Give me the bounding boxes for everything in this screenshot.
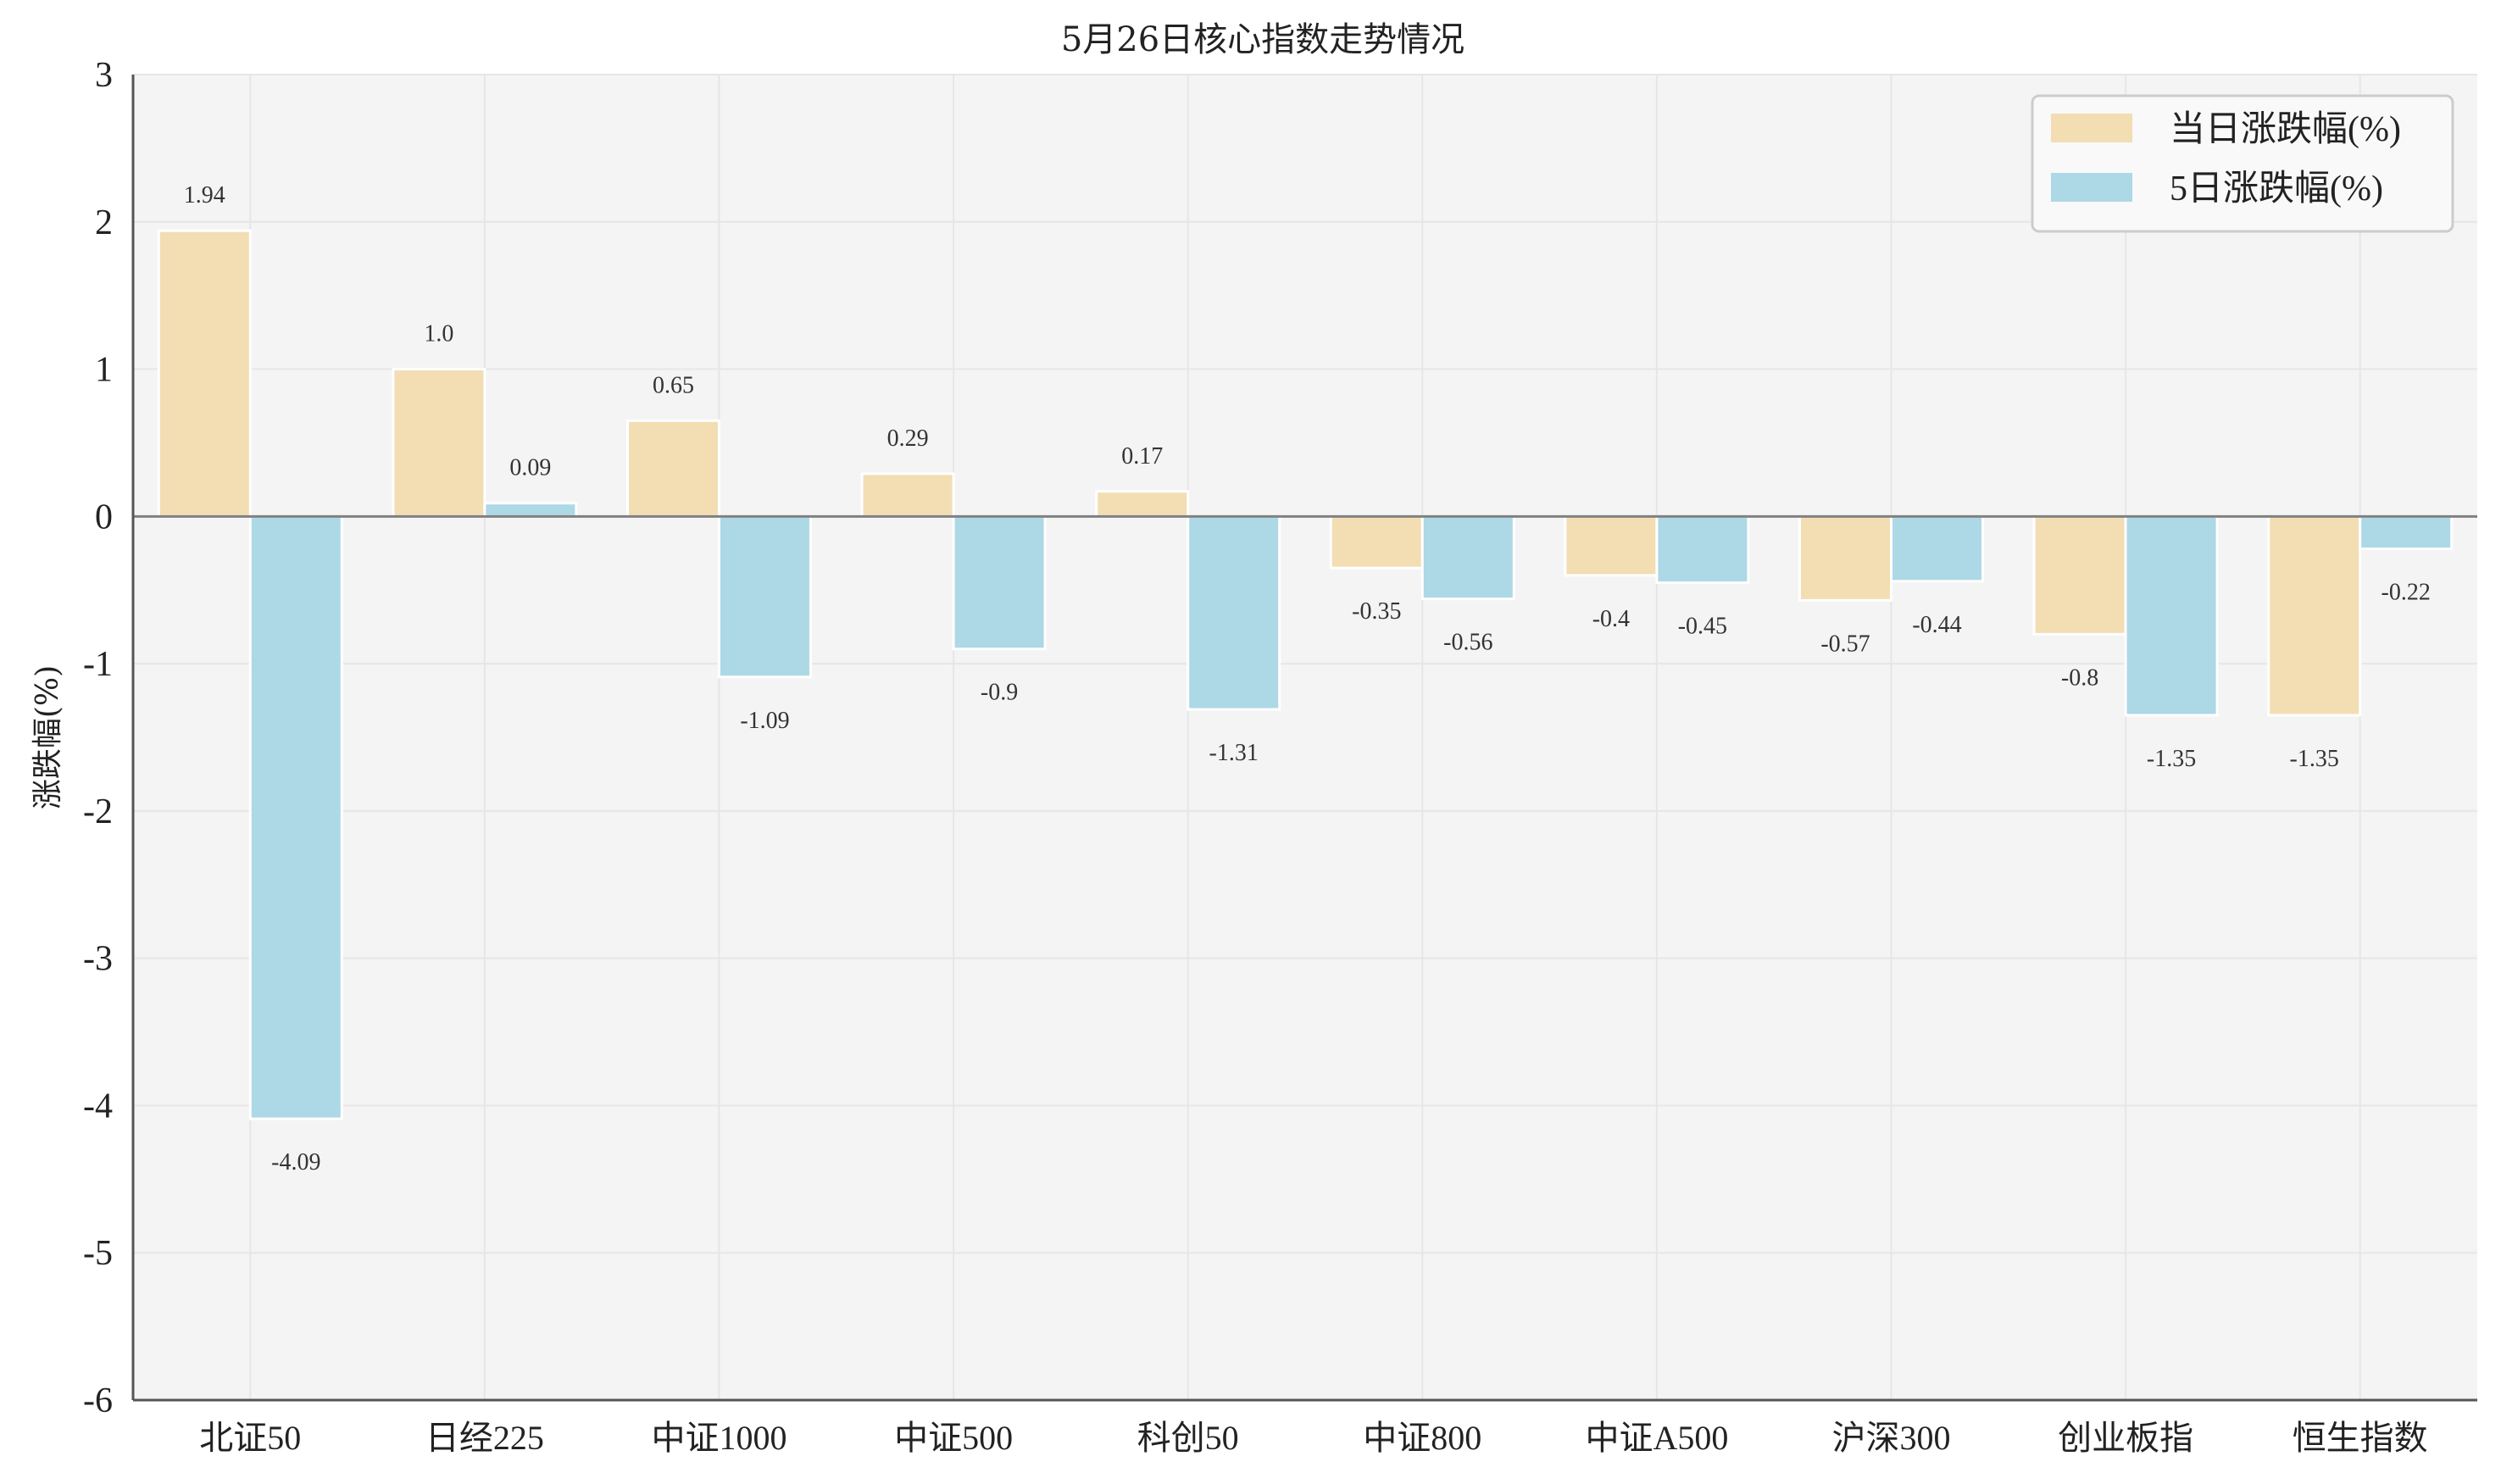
- legend-swatch-daily: [2051, 114, 2132, 142]
- data-label: 0.65: [653, 372, 694, 398]
- y-tick-label: -4: [83, 1087, 113, 1126]
- data-label: 0.17: [1121, 443, 1163, 470]
- data-label: -0.9: [981, 680, 1018, 706]
- data-label: 0.29: [887, 425, 929, 452]
- x-tick-label: 恒生指数: [2293, 1419, 2428, 1457]
- bar-daily: [860, 472, 955, 518]
- bar-daily: [157, 229, 252, 518]
- data-label: -0.56: [1443, 630, 1492, 656]
- bar-5day: [483, 502, 578, 518]
- x-tick-label: 北证50: [199, 1419, 301, 1457]
- x-tick-label: 创业板指: [2058, 1419, 2193, 1457]
- x-tick-label: 中证1000: [652, 1419, 787, 1457]
- bar-5day: [1890, 514, 1984, 583]
- bars: [157, 229, 2454, 1120]
- bar-daily: [2267, 514, 2362, 717]
- bar-5day: [2124, 514, 2219, 717]
- data-label: -4.09: [271, 1149, 320, 1176]
- bar-daily: [626, 419, 720, 518]
- data-label: -1.09: [740, 708, 789, 734]
- x-tick-label: 日经225: [425, 1419, 544, 1457]
- legend-box: [2031, 94, 2454, 233]
- bar-5day: [718, 514, 812, 679]
- data-label: -0.4: [1592, 606, 1630, 632]
- data-label: 1.0: [424, 321, 453, 347]
- x-tick-label: 科创50: [1137, 1419, 1239, 1457]
- bar-5day: [1187, 514, 1281, 711]
- bar-daily: [392, 368, 486, 518]
- legend-label-daily: 当日涨跌幅(%): [2170, 110, 2401, 149]
- bar-5day: [952, 514, 1047, 651]
- bar-5day: [248, 514, 343, 1120]
- data-label: -1.35: [2290, 746, 2339, 772]
- x-tick-label: 中证500: [894, 1419, 1013, 1457]
- y-axis-ticks: 3 2 1 0 -1 -2 -3 -4 -5 -6: [83, 56, 113, 1420]
- y-tick-label: 2: [95, 203, 113, 242]
- y-tick-label: -3: [83, 940, 113, 979]
- bar-5day: [2359, 514, 2454, 551]
- bar-daily: [2032, 514, 2127, 636]
- x-tick-label: 沪深300: [1832, 1419, 1951, 1457]
- x-tick-label: 中证800: [1363, 1419, 1481, 1457]
- y-tick-label: 1: [95, 351, 113, 390]
- axes: [131, 75, 2477, 1402]
- data-label: -0.22: [2382, 580, 2431, 606]
- data-label: -1.31: [1209, 740, 1259, 766]
- legend-label-5day: 5日涨跌幅(%): [2170, 170, 2383, 208]
- y-tick-label: -2: [83, 792, 113, 831]
- plot-area: [133, 75, 2477, 1400]
- data-labels: 1.94 1.0 0.65 0.29 0.17 -0.35 -0.4 -0.57 -0.8 -1.…: [184, 182, 2431, 1176]
- y-tick-label: -6: [83, 1381, 113, 1420]
- bar-5day: [1655, 514, 1750, 585]
- data-label: -0.44: [1912, 612, 1961, 638]
- chart-title: 5月26日核心指数走势情况: [1061, 20, 1464, 59]
- legend-swatch-5day: [2051, 173, 2132, 202]
- data-label: -0.35: [1352, 598, 1401, 625]
- y-tick-label: -5: [83, 1234, 113, 1273]
- y-axis-label: 涨跌幅(%): [31, 665, 65, 809]
- data-label: -0.57: [1820, 631, 1870, 657]
- y-tick-label: -1: [83, 645, 113, 684]
- x-tick-label: 中证A500: [1585, 1419, 1728, 1457]
- bar-daily: [1095, 490, 1190, 518]
- bar-daily: [1564, 514, 1659, 577]
- data-label: -1.35: [2147, 746, 2196, 772]
- grid-lines: [133, 74, 2477, 1401]
- data-label: -0.45: [1678, 614, 1727, 640]
- legend: 当日涨跌幅(%) 5日涨跌幅(%): [2031, 94, 2454, 233]
- y-tick-label: 3: [95, 56, 113, 95]
- data-label: 0.09: [509, 455, 551, 481]
- data-label: 1.94: [184, 182, 225, 208]
- bar-daily: [1329, 514, 1424, 570]
- y-tick-label: 0: [95, 497, 113, 536]
- x-axis-ticks: 北证50 日经225 中证1000 中证500 科创50 中证800 中证A500 沪深300…: [199, 1419, 2427, 1457]
- data-label: -0.8: [2061, 664, 2098, 691]
- bar-daily: [1798, 514, 1892, 602]
- bar-5day: [1420, 514, 1515, 601]
